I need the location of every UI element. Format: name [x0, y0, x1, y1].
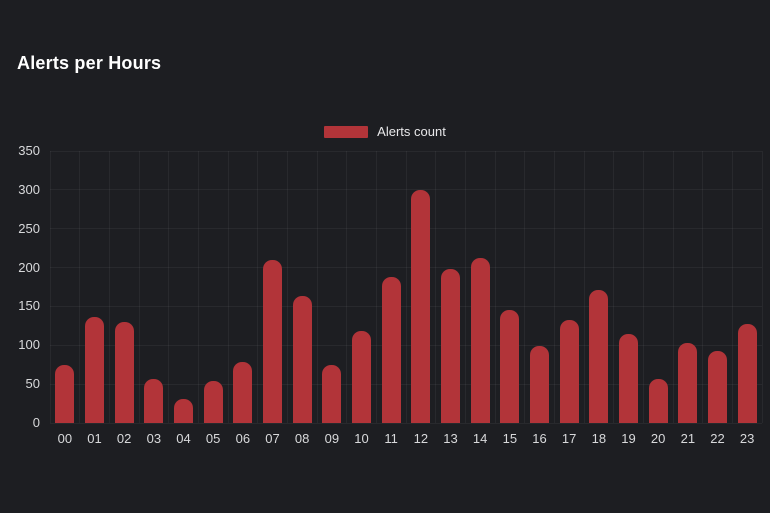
y-axis-tick-label: 100: [18, 337, 40, 353]
x-grid-line: [464, 151, 466, 423]
bar-hour-00[interactable]: [55, 365, 75, 423]
x-axis-tick-label: 23: [739, 431, 755, 446]
y-grid-line: [50, 189, 762, 191]
y-grid-line: [50, 305, 762, 307]
legend: Alerts count: [0, 124, 770, 140]
x-grid-line: [227, 151, 229, 423]
x-axis-tick-label: 21: [680, 431, 696, 446]
x-grid-line: [49, 151, 51, 423]
y-grid-line: [50, 344, 762, 346]
x-grid-line: [405, 151, 407, 423]
legend-swatch-icon: [324, 126, 369, 138]
bar-hour-10[interactable]: [352, 331, 371, 423]
x-axis-tick-label: 02: [116, 431, 132, 446]
x-grid-line: [761, 151, 763, 423]
y-axis-tick-label: 250: [18, 220, 40, 236]
x-grid-line: [346, 151, 348, 423]
x-axis-tick-label: 12: [413, 431, 429, 446]
legend-label[interactable]: Alerts count: [377, 124, 446, 139]
y-axis-tick-label: 300: [18, 181, 40, 197]
x-grid-line: [138, 151, 140, 423]
bar-hour-03[interactable]: [144, 379, 164, 423]
x-axis-tick-label: 03: [146, 431, 162, 446]
bar-hour-14[interactable]: [470, 258, 490, 423]
x-grid-line: [731, 151, 733, 423]
y-axis-tick-label: 150: [18, 298, 40, 314]
x-axis-tick-label: 18: [591, 431, 607, 446]
x-grid-line: [524, 151, 526, 423]
x-grid-line: [583, 151, 585, 423]
x-axis-tick-label: 08: [294, 431, 310, 446]
bar-hour-13[interactable]: [441, 269, 460, 423]
bar-hour-18[interactable]: [589, 290, 609, 423]
x-grid-line: [672, 151, 674, 423]
x-axis-tick-label: 05: [205, 431, 221, 446]
bar-hour-01[interactable]: [85, 317, 104, 423]
x-grid-line: [702, 151, 704, 423]
bar-hour-05[interactable]: [203, 381, 223, 423]
x-grid-line: [257, 151, 259, 423]
x-axis-tick-label: 17: [561, 431, 577, 446]
x-grid-line: [197, 151, 199, 423]
x-grid-line: [316, 151, 318, 423]
x-grid-line: [494, 151, 496, 423]
y-axis-tick-label: 200: [18, 259, 40, 275]
y-axis-tick-label: 0: [32, 415, 40, 430]
bar-hour-22[interactable]: [708, 351, 727, 423]
x-grid-line: [286, 151, 288, 423]
y-axis-tick-label: 50: [25, 376, 40, 392]
bar-hour-02[interactable]: [114, 322, 134, 423]
y-axis-tick-label: 350: [18, 143, 40, 158]
x-grid-line: [168, 151, 170, 423]
x-grid-line: [613, 151, 615, 423]
y-grid-line: [50, 228, 762, 230]
x-grid-line: [79, 151, 81, 423]
y-grid-line: [50, 267, 762, 269]
x-axis-tick-label: 01: [87, 431, 102, 446]
bar-hour-12[interactable]: [411, 190, 431, 423]
y-grid-line: [50, 383, 762, 385]
x-axis-tick-label: 11: [384, 431, 398, 446]
y-grid-line: [50, 422, 762, 424]
bar-hour-16[interactable]: [530, 346, 549, 423]
bar-hour-11[interactable]: [381, 277, 401, 423]
bar-hour-15[interactable]: [500, 310, 520, 423]
bar-hour-08[interactable]: [292, 296, 312, 423]
x-grid-line: [435, 151, 437, 423]
panel-title: Alerts per Hours: [17, 53, 162, 73]
x-axis-tick-label: 16: [532, 431, 547, 446]
x-axis-tick-label: 22: [710, 431, 725, 446]
bar-hour-23[interactable]: [737, 324, 757, 423]
bar-hour-07[interactable]: [263, 260, 282, 423]
x-axis-tick-label: 06: [235, 431, 251, 446]
x-axis-tick-label: 10: [354, 431, 369, 446]
y-grid-line: [50, 150, 762, 152]
bar-hour-09[interactable]: [322, 365, 342, 423]
x-grid-line: [375, 151, 377, 423]
bar-hour-04[interactable]: [174, 399, 193, 423]
x-axis-tick-label: 07: [265, 431, 280, 446]
bar-hour-20[interactable]: [648, 379, 668, 423]
bar-hour-17[interactable]: [559, 320, 579, 423]
x-grid-line: [642, 151, 644, 423]
bar-hour-21[interactable]: [678, 343, 698, 423]
x-axis-tick-label: 14: [472, 431, 488, 446]
x-axis-tick-label: 09: [324, 431, 340, 446]
x-axis-tick-label: 20: [650, 431, 666, 446]
bar-hour-19[interactable]: [619, 334, 638, 423]
x-grid-line: [108, 151, 110, 423]
x-grid-line: [553, 151, 555, 423]
x-axis-tick-label: 15: [502, 431, 518, 446]
bar-hour-06[interactable]: [233, 362, 253, 423]
x-axis-tick-label: 00: [57, 431, 73, 446]
x-axis-tick-label: 04: [176, 431, 191, 446]
x-axis-tick-label: 19: [621, 431, 636, 446]
x-axis-tick-label: 13: [443, 431, 458, 446]
